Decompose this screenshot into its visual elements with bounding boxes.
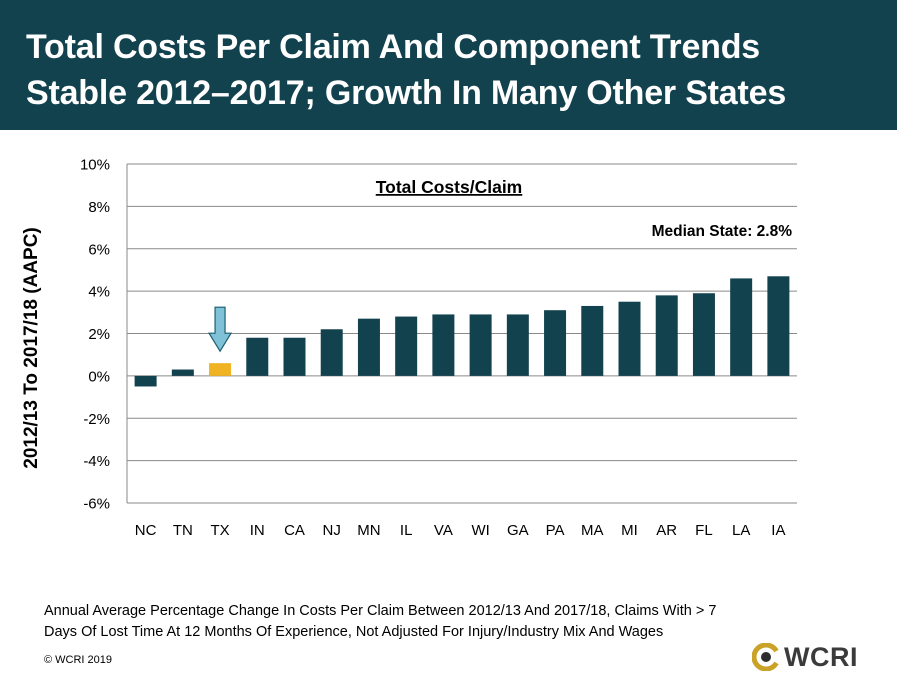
x-tick-label: CA	[284, 522, 305, 539]
footnote-line-2: Days Of Lost Time At 12 Months Of Experi…	[44, 624, 664, 640]
y-tick-label: -4%	[83, 453, 110, 470]
x-tick-label: IA	[771, 522, 785, 539]
x-tick-label: GA	[507, 522, 529, 539]
bar-wi	[469, 314, 492, 376]
x-axis-tick-labels: NC TN TX IN CA NJ MN IL VA WI GA PA MA MI AR FL LA IA	[135, 522, 786, 539]
wcri-logo: WCRI	[752, 640, 872, 674]
bar-in	[246, 337, 269, 376]
x-tick-label: IL	[400, 522, 413, 539]
x-tick-label: WI	[471, 522, 489, 539]
bar-va	[432, 314, 455, 376]
bar-tx	[209, 363, 232, 376]
x-tick-label: PA	[546, 522, 565, 539]
bar-nc	[134, 375, 157, 387]
x-tick-label: LA	[732, 522, 750, 539]
y-tick-label: 0%	[88, 368, 110, 385]
highlight-arrow	[207, 306, 233, 353]
bar-la	[730, 278, 753, 376]
bar-tn	[171, 369, 194, 376]
y-tick-label: -2%	[83, 411, 110, 428]
bar-il	[395, 316, 418, 376]
bars	[134, 276, 790, 387]
y-tick-label: 10%	[80, 157, 110, 174]
bar-ia	[767, 276, 790, 376]
slide-title-line-2: Stable 2012–2017; Growth In Many Other S…	[26, 74, 787, 112]
x-tick-label: IN	[250, 522, 265, 539]
bar-fl	[692, 293, 715, 376]
chart-title: Total Costs/Claim	[376, 177, 523, 197]
footnote-line-1: Annual Average Percentage Change In Cost…	[44, 603, 717, 619]
x-tick-label: MN	[357, 522, 380, 539]
title-banner: Total Costs Per Claim And Component Tren…	[0, 0, 897, 130]
median-annotation: Median State: 2.8%	[652, 223, 793, 240]
x-tick-label: VA	[434, 522, 453, 539]
y-tick-label: 8%	[88, 199, 110, 216]
bar-ma	[581, 305, 604, 376]
x-tick-label: TX	[210, 522, 229, 539]
x-tick-label: TN	[173, 522, 193, 539]
x-tick-label: MA	[581, 522, 604, 539]
bar-nj	[320, 329, 343, 376]
bar-mn	[357, 318, 380, 376]
y-tick-label: 2%	[88, 326, 110, 343]
x-tick-label: AR	[656, 522, 677, 539]
wcri-logo-mark-icon	[752, 643, 780, 671]
x-tick-label: NJ	[323, 522, 341, 539]
down-arrow-icon	[207, 306, 233, 353]
bar-mi	[618, 301, 641, 376]
bar-pa	[544, 310, 567, 376]
x-tick-label: FL	[695, 522, 713, 539]
bar-ga	[506, 314, 529, 376]
copyright-notice: © WCRI 2019	[44, 654, 113, 666]
slide-title-line-1: Total Costs Per Claim And Component Tren…	[26, 28, 761, 66]
x-tick-label: NC	[135, 522, 157, 539]
x-tick-label: MI	[621, 522, 638, 539]
gridlines	[126, 163, 797, 504]
y-axis-tick-labels: -6% -4% -2% 0% 2% 4% 6% 8% 10%	[80, 157, 110, 513]
y-tick-label: 4%	[88, 284, 110, 301]
bar-chart: -6% -4% -2% 0% 2% 4% 6% 8% 10% NC TN TX IN CA NJ MN IL V…	[80, 157, 797, 539]
bar-ca	[283, 337, 306, 376]
y-tick-label: 6%	[88, 241, 110, 258]
y-axis-title: 2012/13 To 2017/18 (AAPC)	[21, 227, 42, 469]
slide-title: Total Costs Per Claim And Component Tren…	[26, 24, 786, 116]
y-tick-label: -6%	[83, 496, 110, 513]
bar-ar	[655, 295, 678, 376]
chart-footnote: Annual Average Percentage Change In Cost…	[44, 601, 844, 643]
wcri-logo-text: WCRI	[784, 642, 858, 672]
